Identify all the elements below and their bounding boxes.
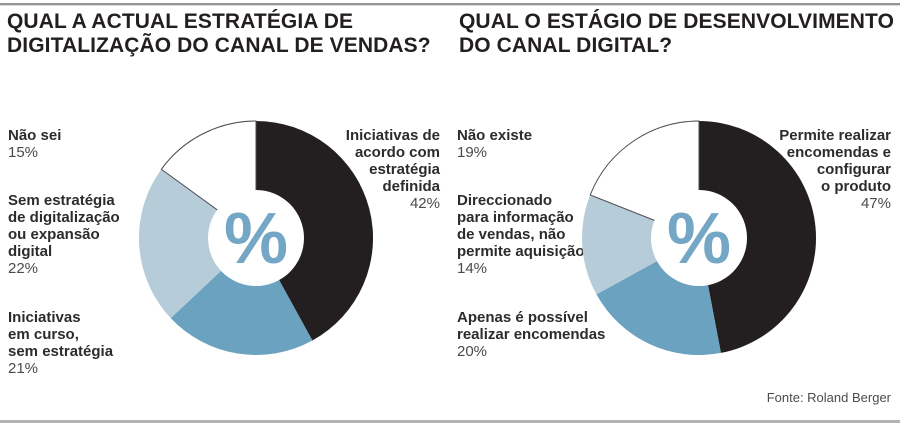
percent-symbol: %: [667, 199, 731, 279]
chart-2-label-apenas-encomendas: Apenas é possível realizar encomendas 20…: [457, 309, 605, 360]
chart-1-label-nao-sei: Não sei 15%: [8, 127, 61, 161]
label-text: Iniciativas em curso, sem estratégia: [8, 309, 114, 360]
top-divider: [0, 3, 900, 6]
label-text: Iniciativas de acordo com estratégia def…: [345, 127, 440, 195]
label-percent: 42%: [409, 195, 440, 212]
chart-1-label-sem-estrategia: Sem estratégia de digitalização ou expan…: [8, 192, 120, 277]
chart-1-label-iniciativas-em-curso: Iniciativas em curso, sem estratégia 21%: [8, 309, 113, 377]
pie-slice: [582, 194, 699, 295]
pie-slice: [699, 121, 817, 353]
donut-hole: [208, 190, 304, 286]
label-percent: 21%: [8, 360, 39, 377]
label-percent: 22%: [8, 260, 39, 277]
label-text: Apenas é possível realizar encomendas: [457, 309, 606, 343]
chart-1-title: QUAL A ACTUAL ESTRATÉGIA DE DIGITALIZAÇÃ…: [7, 10, 431, 57]
source-credit: Fonte: Roland Berger: [766, 390, 891, 405]
chart-2-title: QUAL O ESTÁGIO DE DESENVOLVIMENTO DO CAN…: [459, 10, 895, 57]
chart-2-label-direccionado-informacao: Direccionado para informação de vendas, …: [457, 192, 585, 277]
label-text: Permite realizar encomendas e configurar…: [779, 127, 891, 195]
chart-2-label-nao-existe: Não existe 19%: [457, 127, 532, 161]
label-percent: 19%: [457, 144, 488, 161]
pie-slice: [170, 238, 313, 356]
label-text: Não existe: [457, 127, 533, 144]
label-percent: 20%: [457, 343, 488, 360]
percent-symbol: %: [224, 199, 288, 279]
label-percent: 15%: [8, 144, 39, 161]
bottom-divider: [0, 420, 900, 423]
pie-slice: [256, 121, 374, 341]
donut-hole: [651, 190, 747, 286]
chart-2-label-permite-configurar: Permite realizar encomendas e configurar…: [779, 127, 891, 212]
label-text: Direccionado para informação de vendas, …: [457, 192, 585, 260]
donut-chart-right: %: [582, 120, 817, 356]
label-percent: 47%: [860, 195, 891, 212]
label-percent: 14%: [457, 260, 488, 277]
label-text: Não sei: [8, 127, 62, 144]
chart-1-label-iniciativas-estrategia-definida: Iniciativas de acordo com estratégia def…: [346, 127, 440, 212]
label-text: Sem estratégia de digitalização ou expan…: [8, 192, 120, 260]
donut-chart-left: %: [139, 120, 374, 356]
pie-slice: [139, 169, 256, 319]
